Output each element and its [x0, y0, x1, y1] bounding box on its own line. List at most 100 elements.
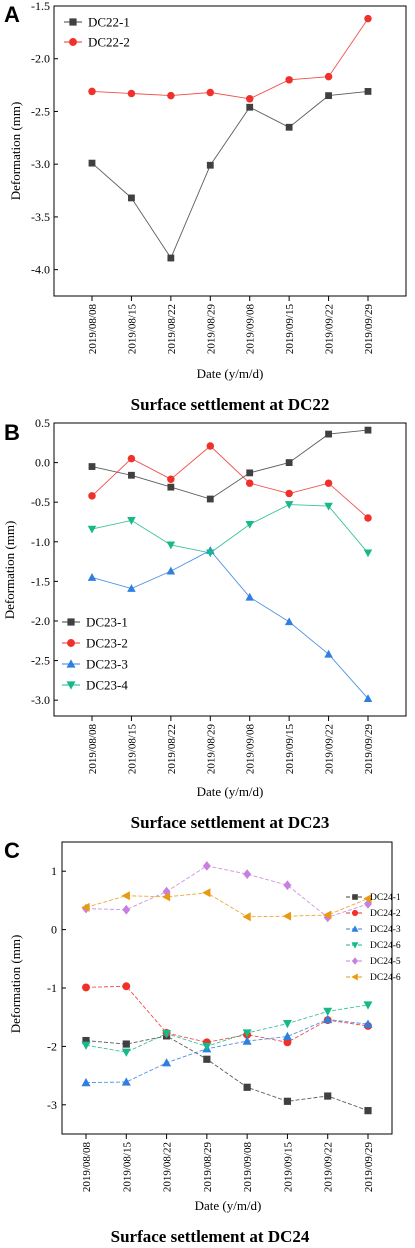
data-point-dc24-5 — [243, 869, 252, 879]
data-point-dc23-1 — [206, 495, 214, 503]
y-axis-label-b: Deformation (mm) — [2, 521, 17, 620]
plot-frame-c — [61, 841, 393, 1135]
data-point-dc23-2 — [167, 475, 175, 483]
series-line-dc22-1 — [91, 90, 369, 259]
legend-marker — [67, 639, 75, 647]
data-point-dc23-4 — [206, 549, 215, 558]
y-tick-label: 0.5 — [35, 416, 50, 430]
series-line-dc24-2 — [85, 985, 369, 1043]
data-point-dc22-1 — [88, 159, 96, 167]
data-point-dc22-2 — [206, 88, 215, 97]
series-line-dc23-4 — [91, 504, 369, 554]
legend-label: DC24-1 — [370, 893, 401, 903]
y-tick-label: 1 — [51, 864, 57, 878]
x-axis-label-c: Date (y/m/d) — [195, 1198, 262, 1213]
data-point-dc24-6 — [363, 894, 372, 904]
panel-c: C 1 0 -1 -2 -3 2019/08/08 2019/08/15 2019/08/2… — [4, 838, 401, 1246]
data-point-dc24-3 — [282, 1031, 292, 1041]
data-point-dc23-1 — [285, 459, 293, 466]
data-point-dc23-4 — [87, 525, 97, 534]
x-tick-label: 2019/09/22 — [324, 304, 336, 354]
data-point-dc23-2 — [364, 514, 372, 522]
data-point-dc24-6 — [121, 1048, 131, 1057]
legend-label: DC24-6 — [370, 941, 401, 951]
legend-label: DC23-3 — [86, 657, 128, 672]
series-line-dc22-2 — [91, 18, 369, 100]
x-tick-label: 2019/08/08 — [81, 1142, 93, 1193]
data-point-dc23-1 — [88, 463, 96, 470]
data-point-dc24-6 — [81, 902, 90, 912]
y-tick-label: -3.0 — [31, 693, 50, 707]
legend-marker — [66, 659, 76, 668]
x-tick-label: 2019/08/15 — [126, 724, 138, 775]
data-point-dc24-6 — [161, 892, 171, 902]
data-point-dc22-1 — [285, 123, 293, 131]
data-point-dc24-6 — [162, 1029, 172, 1039]
data-point-dc23-2 — [324, 479, 333, 487]
y-axis-label-a: Deformation (mm) — [8, 102, 23, 201]
data-point-dc23-2 — [285, 489, 293, 498]
data-point-dc24-6 — [282, 1020, 292, 1029]
data-point-dc24-6 — [363, 1001, 373, 1010]
data-point-dc22-2 — [285, 76, 293, 84]
data-point-dc23-1 — [325, 430, 332, 438]
data-point-dc24-5 — [122, 904, 131, 915]
data-point-dc23-2 — [127, 454, 136, 463]
y-axis-a: -1.5 -2.0 -2.5 -3.0 -3.5 -4.0 — [31, 0, 58, 277]
panel-letter-a: A — [4, 2, 20, 27]
legend-marker — [351, 942, 359, 949]
x-axis-label-a: Date (y/m/d) — [197, 366, 264, 381]
data-point-dc22-2 — [127, 89, 136, 98]
y-tick-label: -3.0 — [31, 157, 50, 171]
x-tick-label: 2019/09/15 — [284, 724, 296, 775]
y-tick-label: -1 — [47, 981, 57, 995]
y-tick-label: 0 — [51, 923, 57, 937]
legend-marker — [352, 894, 358, 900]
data-point-dc24-6 — [323, 1007, 333, 1017]
data-point-dc24-1 — [364, 1107, 372, 1115]
legend-marker — [66, 681, 76, 690]
legend-marker — [351, 909, 359, 917]
y-axis-label-c: Deformation (mm) — [8, 935, 23, 1034]
legend-label: DC23-2 — [86, 636, 128, 651]
data-point-dc24-5 — [283, 880, 292, 891]
series-line-dc24-1 — [85, 1035, 369, 1112]
y-tick-label: -2.5 — [31, 104, 50, 118]
x-axis-a: 2019/08/08 2019/08/15 2019/08/22 2019/08/29… — [87, 296, 375, 354]
legend-label: DC23-1 — [86, 615, 128, 630]
data-point-dc23-3 — [166, 566, 176, 575]
data-point-dc24-6 — [121, 891, 130, 901]
x-tick-label: 2019/09/15 — [282, 1142, 294, 1193]
x-axis-b: 2019/08/08 2019/08/15 2019/08/22 2019/08/29… — [87, 716, 375, 774]
data-point-dc24-3 — [121, 1077, 131, 1086]
legend-b: DC23-1 DC23-2 DC23-3 DC23-4 — [62, 615, 128, 693]
data-point-dc23-3 — [284, 617, 294, 626]
data-point-dc24-1 — [203, 1055, 211, 1063]
data-point-dc24-1 — [324, 1092, 332, 1100]
data-point-dc23-3 — [87, 572, 97, 581]
data-point-dc22-1 — [206, 161, 214, 169]
y-tick-label: -3 — [47, 1098, 57, 1112]
data-point-dc23-1 — [128, 471, 135, 479]
caption-a: Surface settlement at DC22 — [131, 395, 330, 414]
data-point-dc22-2 — [364, 14, 372, 23]
data-point-dc23-1 — [167, 483, 175, 491]
data-point-dc22-2 — [245, 95, 254, 103]
data-point-dc23-1 — [246, 469, 254, 477]
data-point-dc24-1 — [122, 1040, 130, 1048]
series-line-dc23-3 — [91, 549, 369, 699]
data-point-dc24-6 — [242, 1029, 252, 1038]
legend-marker — [69, 38, 77, 46]
y-tick-label: 0.0 — [35, 456, 50, 470]
data-point-dc22-1 — [128, 194, 135, 202]
plot-frame-a — [53, 5, 407, 297]
series-group-c — [81, 861, 373, 1115]
plot-frame-b — [53, 422, 407, 717]
data-point-dc24-6 — [81, 1041, 91, 1050]
legend-marker — [351, 973, 358, 981]
series-line-dc24-5 — [85, 865, 369, 918]
x-tick-label: 2019/08/29 — [202, 1142, 214, 1193]
data-point-dc23-4 — [324, 502, 333, 511]
y-axis-c: 1 0 -1 -2 -3 — [47, 864, 66, 1112]
